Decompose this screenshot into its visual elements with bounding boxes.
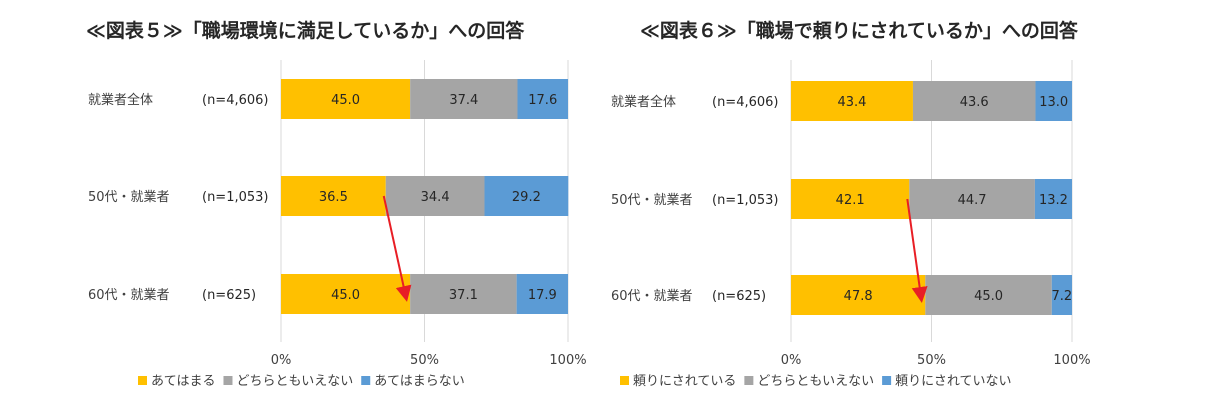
- data-label: 42.1: [836, 193, 865, 208]
- x-tick-label: 50%: [410, 353, 439, 368]
- sample-size-label: (n=1,053): [712, 193, 779, 208]
- legend-swatch: [620, 376, 629, 385]
- bar-segment: [1051, 275, 1072, 315]
- data-label: 37.1: [449, 288, 478, 303]
- bar-segment: [281, 274, 411, 314]
- legend-swatch: [138, 376, 147, 385]
- legend-swatch: [882, 376, 892, 385]
- bar-segment: [281, 79, 411, 119]
- x-tick-label: 50%: [917, 353, 946, 368]
- category-label: 60代・就業者: [611, 288, 693, 304]
- data-label: 45.0: [331, 93, 360, 108]
- legend-swatch: [744, 376, 754, 385]
- legend-swatch: [361, 376, 371, 385]
- bar-segment: [791, 179, 910, 219]
- data-label: 44.7: [958, 193, 987, 208]
- sample-size-label: (n=4,606): [202, 93, 269, 108]
- data-label: 36.5: [319, 190, 348, 205]
- legend-label: 頼りにされている: [633, 374, 736, 389]
- bar-segment: [484, 176, 569, 216]
- bar-segment: [1035, 81, 1072, 121]
- bar-segment: [385, 176, 485, 216]
- data-label: 34.4: [421, 190, 450, 205]
- category-label: 50代・就業者: [611, 192, 693, 208]
- bar-segment: [517, 79, 568, 119]
- sample-size-label: (n=1,053): [202, 190, 269, 205]
- category-label: 就業者全体: [611, 94, 676, 110]
- legend-label: どちらともいえない: [757, 374, 874, 389]
- bar-segment: [516, 274, 568, 314]
- x-tick-label: 0%: [271, 353, 292, 368]
- bar-segment: [925, 275, 1052, 315]
- data-label: 37.4: [449, 93, 478, 108]
- data-label: 17.6: [528, 93, 557, 108]
- category-label: 50代・就業者: [88, 189, 170, 205]
- x-tick-label: 0%: [781, 353, 802, 368]
- data-label: 47.8: [844, 289, 873, 304]
- bar-segment: [912, 81, 1036, 121]
- bar-segment: [410, 79, 518, 119]
- bar-segment: [791, 81, 913, 121]
- sample-size-label: (n=625): [202, 288, 256, 303]
- data-label: 13.2: [1039, 193, 1068, 208]
- legend-label: あてはまらない: [374, 374, 464, 389]
- bar-segment: [791, 275, 926, 315]
- data-label: 17.9: [528, 288, 557, 303]
- bar-segment: [281, 176, 386, 216]
- bar-segment: [909, 179, 1035, 219]
- annotation-arrow: [906, 198, 928, 303]
- data-label: 7.2: [1052, 289, 1073, 304]
- legend-label: 頼りにされていない: [895, 374, 1011, 389]
- chart-title: ≪図表５≫「職場環境に満足しているか」への回答: [86, 20, 525, 42]
- data-label: 29.2: [512, 190, 541, 205]
- x-tick-label: 100%: [1053, 353, 1090, 368]
- legend-label: どちらともいえない: [236, 374, 353, 389]
- data-label: 45.0: [331, 288, 360, 303]
- chart-title: ≪図表６≫「職場で頼りにされているか」への回答: [640, 20, 1078, 42]
- legend-label: あてはまる: [151, 374, 215, 389]
- category-label: 60代・就業者: [88, 287, 170, 303]
- sample-size-label: (n=625): [712, 289, 766, 304]
- x-tick-label: 100%: [549, 353, 586, 368]
- bar-segment: [1034, 179, 1072, 219]
- data-label: 45.0: [974, 289, 1003, 304]
- annotation-arrow: [382, 195, 412, 302]
- data-label: 13.0: [1039, 95, 1068, 110]
- sample-size-label: (n=4,606): [712, 95, 779, 110]
- category-label: 就業者全体: [88, 92, 153, 108]
- data-label: 43.6: [960, 95, 989, 110]
- bar-segment: [410, 274, 517, 314]
- data-label: 43.4: [838, 95, 867, 110]
- legend-swatch: [223, 376, 233, 385]
